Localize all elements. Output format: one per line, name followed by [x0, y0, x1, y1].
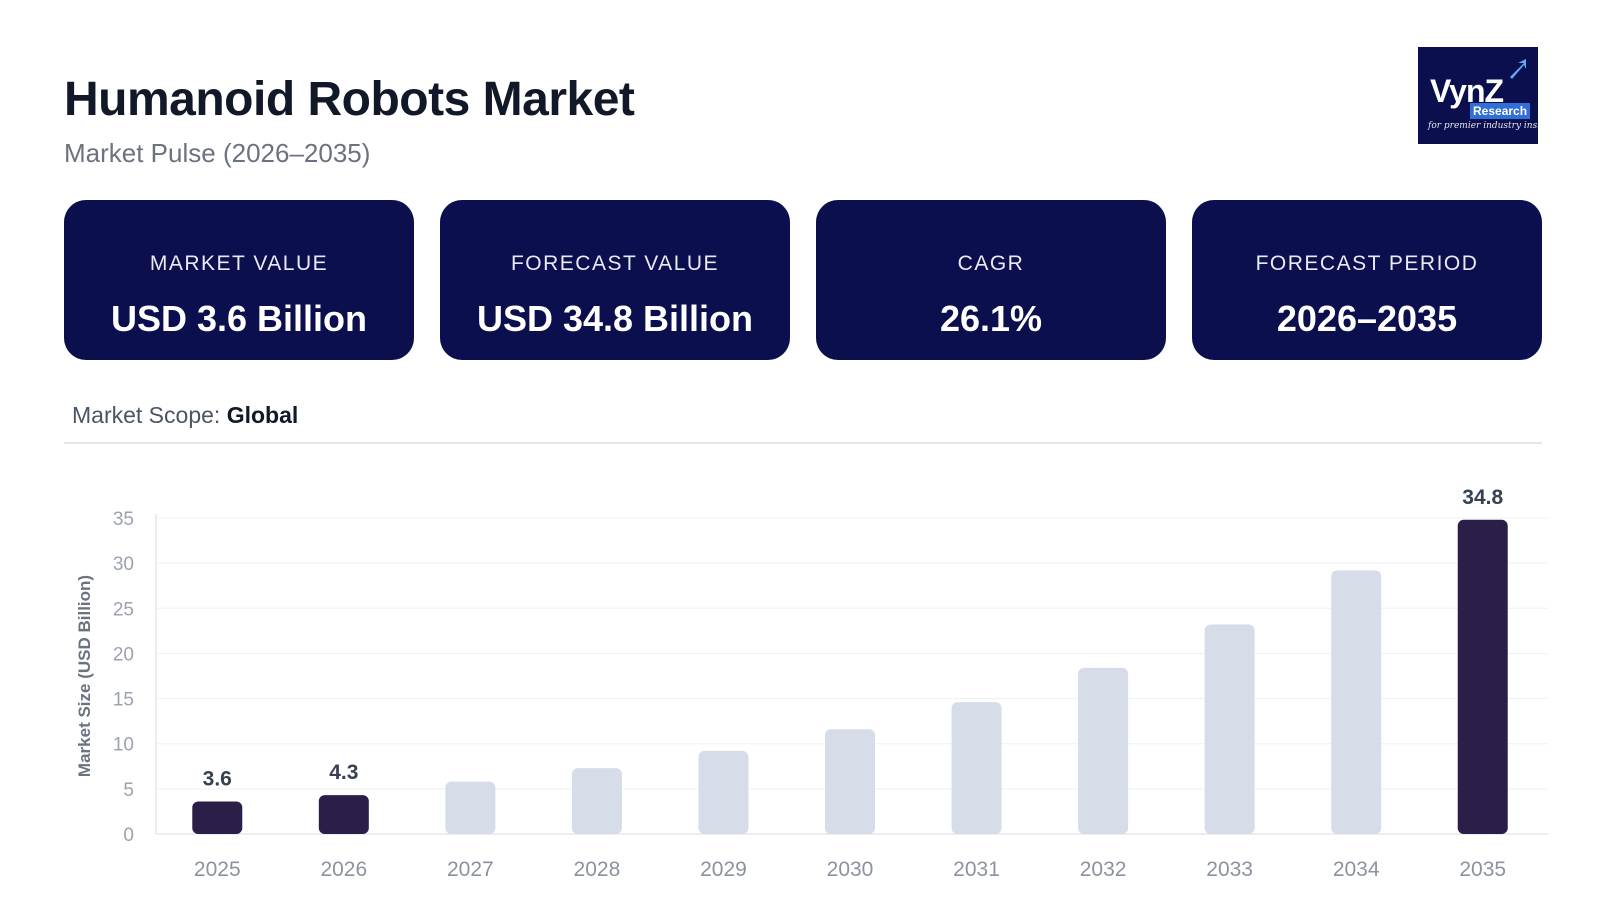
- bar: [445, 781, 496, 834]
- divider: [64, 442, 1542, 444]
- card-market-value: MARKET VALUE USD 3.6 Billion: [64, 200, 414, 360]
- x-tick-label: 2028: [574, 858, 621, 881]
- logo-sub: Research: [1470, 103, 1531, 119]
- card-value: USD 3.6 Billion: [110, 298, 368, 339]
- card-cagr: CAGR 26.1%: [816, 200, 1166, 360]
- x-tick-label: 2034: [1333, 858, 1380, 881]
- card-label: FORECAST VALUE: [510, 252, 720, 275]
- card-label: FORECAST PERIOD: [1255, 252, 1479, 275]
- page-subtitle: Market Pulse (2026–2035): [64, 138, 371, 168]
- market-scope-label: Market Scope:: [72, 402, 221, 428]
- x-tick-label: 2035: [1459, 858, 1506, 881]
- y-tick-label: 5: [123, 780, 134, 801]
- card-label: MARKET VALUE: [149, 252, 329, 275]
- market-scope: Market Scope: Global: [72, 402, 298, 429]
- y-tick-label: 10: [113, 735, 134, 756]
- card-label: CAGR: [957, 252, 1025, 275]
- x-tick-label: 2031: [953, 858, 1000, 881]
- card-value: 2026–2035: [1276, 298, 1458, 339]
- x-tick-label: 2030: [827, 858, 874, 881]
- bar: [698, 750, 749, 834]
- logo-arrow-icon: [1510, 59, 1526, 79]
- x-tick-label: 2033: [1206, 858, 1253, 881]
- bar: [571, 768, 622, 834]
- y-tick-label: 30: [113, 554, 134, 575]
- y-tick-label: 25: [113, 599, 134, 620]
- x-tick-label: 2027: [447, 858, 494, 881]
- data-label: 4.3: [329, 761, 358, 784]
- data-label: 34.8: [1462, 486, 1503, 509]
- logo-tagline: for premier industry insights: [1428, 121, 1538, 131]
- bar: [1331, 570, 1382, 834]
- y-tick-label: 15: [113, 690, 134, 711]
- x-tick-label: 2029: [700, 858, 747, 881]
- bar: [951, 702, 1002, 834]
- bar: [192, 801, 243, 834]
- card-value: 26.1%: [939, 298, 1043, 339]
- page-title: Humanoid Robots Market: [64, 73, 635, 126]
- card-value: USD 34.8 Billion: [476, 298, 754, 339]
- x-tick-label: 2025: [194, 858, 241, 881]
- x-tick-label: 2026: [320, 858, 367, 881]
- y-tick-label: 20: [113, 644, 134, 665]
- bar: [1457, 519, 1508, 834]
- bar: [1078, 667, 1129, 834]
- y-tick-label: 35: [113, 509, 134, 530]
- data-label: 3.6: [203, 767, 232, 790]
- y-tick-label: 0: [123, 825, 134, 846]
- vynz-research-logo: VynZ Research for premier industry insig…: [1418, 47, 1538, 144]
- bar: [1204, 624, 1255, 834]
- x-tick-label: 2032: [1080, 858, 1127, 881]
- market-scope-value: Global: [226, 402, 299, 428]
- kpi-cards: MARKET VALUE USD 3.6 Billion FORECAST VA…: [64, 200, 1542, 360]
- y-axis-title: Market Size (USD Billion): [75, 575, 94, 777]
- card-forecast-period: FORECAST PERIOD 2026–2035: [1192, 200, 1542, 360]
- bar: [825, 729, 875, 834]
- bar: [318, 795, 369, 834]
- card-forecast-value: FORECAST VALUE USD 34.8 Billion: [440, 200, 790, 360]
